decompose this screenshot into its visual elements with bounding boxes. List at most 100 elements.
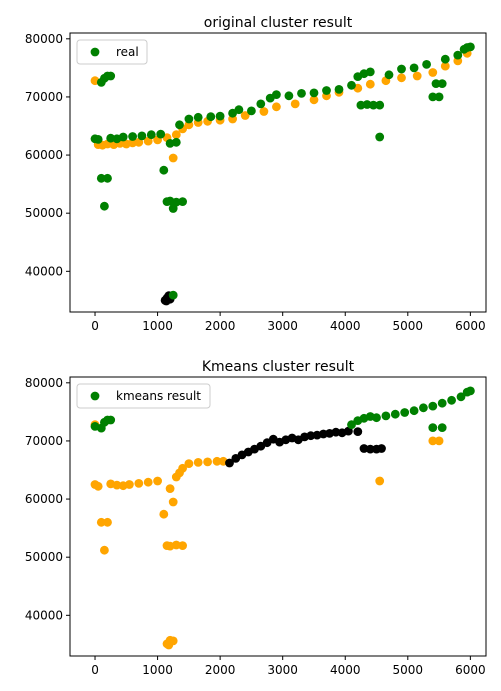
- data-point: [375, 100, 385, 110]
- data-point: [466, 386, 475, 396]
- data-point: [164, 640, 174, 650]
- data-point: [103, 173, 112, 183]
- data-point: [93, 135, 103, 144]
- data-point: [375, 476, 385, 486]
- data-point: [372, 413, 381, 423]
- x-tick-label: 6000: [455, 663, 486, 677]
- x-tick-label: 0: [91, 319, 99, 333]
- legend-label: kmeans result: [116, 389, 201, 403]
- plot-frame: [69, 376, 487, 657]
- data-point: [171, 130, 181, 140]
- data-point: [297, 89, 306, 98]
- data-point: [397, 73, 406, 83]
- data-point: [137, 131, 147, 141]
- data-point: [106, 415, 116, 425]
- data-point: [412, 71, 422, 81]
- data-point: [365, 444, 375, 454]
- data-point: [309, 88, 319, 98]
- data-point: [171, 540, 181, 550]
- data-point: [409, 406, 419, 416]
- x-tick-label: 2000: [205, 319, 236, 333]
- x-tick-label: 5000: [393, 663, 424, 677]
- data-point: [306, 431, 316, 441]
- x-tick-label: 2000: [205, 663, 236, 677]
- data-point: [193, 458, 203, 467]
- data-point: [234, 105, 244, 115]
- x-tick-label: 5000: [393, 319, 424, 333]
- x-tick-label: 1000: [142, 319, 173, 333]
- data-point: [178, 541, 188, 550]
- data-points: [90, 42, 475, 306]
- data-point: [103, 517, 112, 527]
- data-point: [256, 99, 266, 109]
- data-point: [159, 165, 169, 175]
- data-point: [466, 42, 475, 52]
- data-point: [96, 517, 106, 527]
- data-point: [93, 481, 103, 491]
- data-point: [437, 398, 447, 408]
- data-point: [143, 477, 153, 487]
- data-point: [118, 132, 128, 142]
- data-point: [203, 457, 213, 467]
- data-point: [390, 409, 400, 419]
- data-point: [428, 436, 438, 446]
- data-point: [159, 509, 169, 519]
- data-point: [184, 114, 194, 124]
- y-tick-label: 60000: [25, 148, 63, 162]
- data-point: [365, 79, 375, 89]
- data-point: [384, 70, 394, 80]
- x-tick-label: 4000: [330, 319, 361, 333]
- data-point: [369, 100, 378, 110]
- data-point: [334, 85, 344, 94]
- data-point: [400, 408, 410, 417]
- data-point: [447, 395, 456, 405]
- plot-frame: [69, 32, 487, 313]
- data-point: [353, 427, 363, 436]
- data-point: [440, 61, 450, 71]
- data-point: [359, 444, 369, 453]
- data-point: [347, 420, 356, 430]
- data-point: [215, 111, 225, 121]
- data-point: [428, 92, 438, 102]
- data-point: [428, 423, 438, 432]
- data-point: [156, 129, 166, 139]
- data-point: [434, 436, 444, 446]
- data-point: [134, 479, 144, 488]
- data-point: [397, 64, 406, 74]
- data-point: [453, 50, 463, 60]
- data-point: [272, 102, 281, 112]
- data-point: [100, 545, 109, 555]
- data-point: [175, 120, 184, 130]
- chart-title: original cluster result: [204, 15, 353, 31]
- data-point: [178, 463, 188, 473]
- legend-marker: [90, 391, 100, 401]
- y-tick-label: 70000: [25, 90, 63, 104]
- data-point: [375, 132, 385, 142]
- data-point: [168, 153, 178, 163]
- data-point: [365, 67, 375, 77]
- y-tick-label: 80000: [25, 32, 63, 46]
- y-tick-label: 80000: [25, 376, 63, 390]
- data-point: [309, 95, 319, 105]
- data-point: [428, 68, 438, 77]
- chart-panel-2: Kmeans cluster result 0 1000 2000 3000 4000 50…: [25, 359, 487, 677]
- data-point: [409, 63, 419, 73]
- y-tick-label: 40000: [25, 608, 63, 622]
- data-point: [347, 80, 356, 90]
- data-point: [96, 173, 106, 183]
- data-point: [284, 91, 294, 101]
- data-point: [128, 132, 138, 141]
- data-point: [259, 107, 269, 116]
- legend: real: [76, 39, 148, 65]
- x-tick-label: 1000: [142, 663, 173, 677]
- data-point: [225, 458, 234, 468]
- x-tick-label: 3000: [267, 319, 298, 333]
- data-point: [419, 403, 428, 413]
- data-points: [90, 386, 475, 650]
- data-point: [422, 60, 431, 69]
- data-point: [146, 130, 156, 140]
- data-point: [247, 106, 256, 116]
- data-point: [431, 79, 441, 88]
- y-tick-label: 40000: [25, 264, 63, 278]
